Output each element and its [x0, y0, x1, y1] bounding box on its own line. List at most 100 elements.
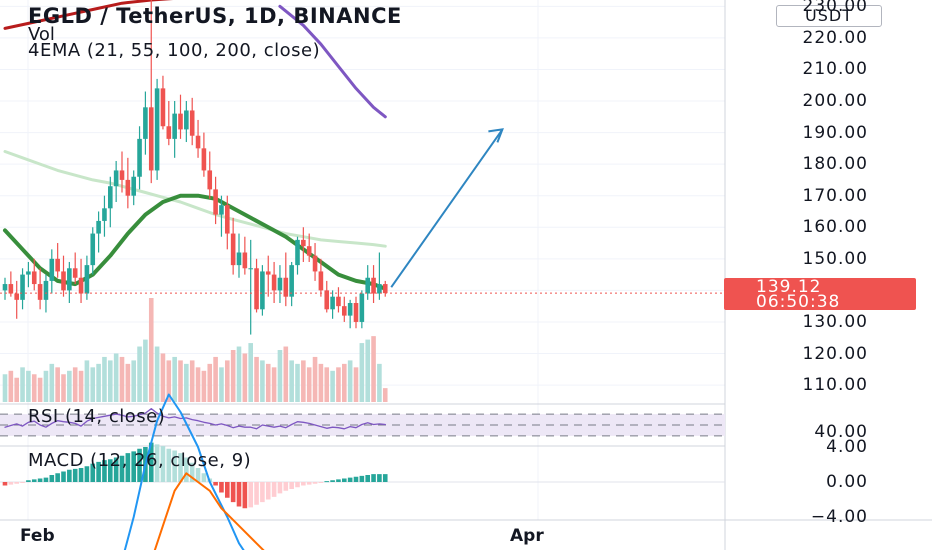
candle-body [318, 271, 324, 291]
candle-body [37, 284, 43, 300]
candle-body [260, 271, 265, 310]
candle-body [14, 293, 19, 300]
macd-histogram-bar [201, 473, 207, 482]
volume-bar [72, 367, 78, 402]
macd-histogram-bar [72, 468, 78, 482]
volume-bar [260, 360, 265, 402]
volume-bar [84, 360, 90, 402]
rsi-axis-tick: 40.00 [814, 422, 868, 442]
candle-body [166, 126, 172, 139]
ema-legend[interactable]: 4EMA (21, 55, 100, 200, close) [28, 40, 321, 61]
candle-body [201, 148, 207, 171]
candle-body [2, 284, 8, 291]
volume-bar [137, 346, 142, 402]
volume-bar [143, 339, 148, 402]
macd-histogram-bar [306, 482, 312, 485]
price-axis-tick: 150.00 [802, 248, 868, 269]
macd-histogram-bar [78, 468, 84, 482]
macd-histogram-bar [67, 469, 72, 482]
volume-bar [102, 356, 107, 402]
volume-bar [8, 370, 14, 402]
macd-histogram-bar [324, 481, 330, 483]
volume-bar [359, 343, 365, 402]
price-axis-tick: 130.00 [802, 311, 868, 332]
macd-histogram-bar [178, 453, 183, 482]
currency-button[interactable]: USDT [776, 5, 882, 27]
candle-body [324, 290, 330, 310]
macd-histogram-bar [347, 477, 353, 482]
candle-body [365, 277, 370, 294]
symbol-legend[interactable]: EGLD / TetherUS, 1D, BINANCE [28, 4, 402, 28]
macd-histogram-bar [96, 461, 101, 482]
macd-axis-tick: 4.00 [826, 437, 868, 457]
volume-bar [166, 360, 172, 402]
candle-body [219, 205, 224, 215]
macd-histogram-bar [61, 471, 66, 482]
rsi-legend[interactable]: RSI (14, close) [28, 406, 166, 427]
volume-bar [20, 367, 25, 402]
candle-body [277, 277, 283, 291]
macd-histogram-bar [8, 482, 14, 485]
volume-bar [113, 353, 119, 402]
volume-bar [195, 367, 201, 402]
macd-histogram-bar [14, 482, 19, 484]
volume-bar [178, 360, 183, 402]
macd-histogram-bar [336, 479, 341, 482]
macd-histogram-bar [265, 482, 271, 500]
candle-body [72, 268, 78, 278]
volume-bar [108, 360, 113, 402]
volume-bar [55, 367, 60, 402]
volume-bar [49, 363, 55, 402]
macd-histogram-bar [125, 453, 131, 482]
candle-body [265, 271, 271, 275]
macd-histogram-bar [377, 474, 382, 482]
macd-histogram-bar [254, 482, 259, 505]
macd-histogram-bar [236, 482, 242, 507]
candle-body [271, 274, 277, 291]
volume-bar [154, 346, 160, 402]
volume-bar [353, 367, 359, 402]
macd-histogram-bar [248, 482, 253, 508]
macd-histogram-bar [342, 478, 347, 482]
candle-body [160, 88, 166, 127]
macd-histogram-bar [260, 482, 265, 503]
macd-histogram-bar [213, 482, 218, 486]
volume-bar [336, 367, 341, 402]
candle-body [254, 268, 259, 310]
volume-bar [377, 363, 382, 402]
macd-histogram-bar [271, 482, 277, 497]
candle-body [26, 271, 31, 275]
volume-bar [254, 356, 259, 402]
macd-histogram-bar [43, 477, 49, 482]
macd-histogram-bar [131, 451, 136, 482]
volume-bar [312, 356, 318, 402]
volume-bar [265, 363, 271, 402]
candle-body [90, 233, 96, 266]
macd-histogram-bar [154, 444, 160, 482]
volume-bar [219, 367, 224, 402]
volume-bar [382, 388, 388, 402]
bar-countdown: 06:50:38 [756, 292, 841, 312]
macd-histogram-bar [20, 482, 25, 483]
candle-body [353, 303, 359, 322]
price-axis-tick: 220.00 [802, 27, 868, 48]
macd-histogram-bar [219, 482, 224, 493]
candle-body [236, 252, 242, 266]
volume-bar [347, 360, 353, 402]
candle-body [172, 113, 177, 139]
volume-bar [295, 363, 300, 402]
macd-legend[interactable]: MACD (12, 26, close, 9) [28, 450, 252, 471]
volume-bar [230, 350, 236, 402]
volume-legend[interactable]: Vol [28, 24, 55, 45]
volume-bar [248, 343, 253, 402]
candle-body [347, 303, 353, 316]
candle-body [31, 271, 37, 285]
macd-axis-tick: −4.00 [810, 507, 868, 527]
candle-body [330, 296, 335, 310]
volume-bar [242, 353, 248, 402]
candle-body [113, 170, 119, 187]
macd-histogram-bar [84, 466, 90, 482]
candle-body [230, 233, 236, 266]
